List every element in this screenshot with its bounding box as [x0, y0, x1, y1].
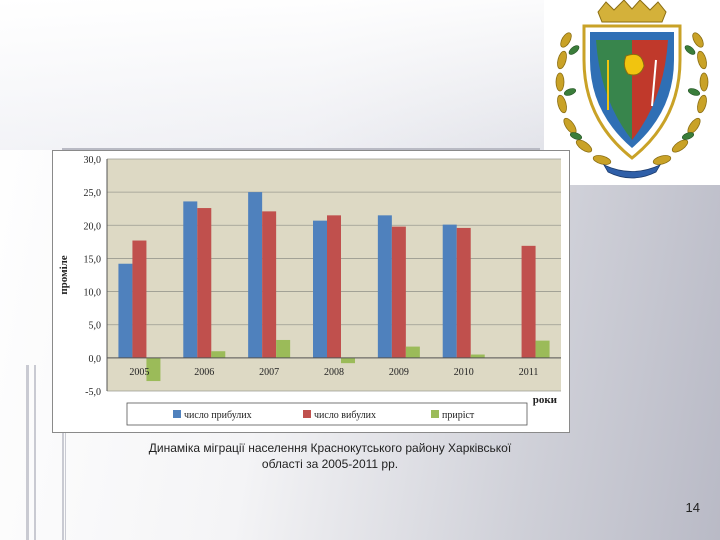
- bar-число-прибулих-2010: [442, 224, 457, 358]
- legend-label: приріст: [442, 410, 475, 421]
- migration-bar-chart: 30,0 25,0 20,0 15,0 10,0 5,0 0,0 -5,0 2005 2006 20…: [58, 155, 561, 426]
- y-tick-label: 25,0: [84, 188, 102, 199]
- bar-число-прибулих-2009: [377, 215, 392, 358]
- bar-приріст-2007: [276, 339, 291, 358]
- legend-swatch: [303, 410, 311, 418]
- caption-line-1: Динаміка міграції населення Краснокутськ…: [148, 441, 512, 455]
- bar-приріст-2010: [470, 354, 485, 358]
- legend-label: число прибулих: [184, 410, 252, 421]
- bar-число-вибулих-2010: [456, 227, 471, 358]
- y-tick-label: 20,0: [84, 221, 102, 232]
- bar-число-вибулих-2007: [262, 211, 277, 358]
- y-tick-label: 5,0: [89, 321, 102, 332]
- bar-число-прибулих-2005: [118, 263, 133, 358]
- x-tick-label: 2009: [389, 367, 409, 378]
- decorative-stripe: [34, 365, 36, 540]
- bar-число-вибулих-2011: [521, 245, 536, 358]
- bar-приріст-2011: [535, 340, 550, 358]
- bar-число-прибулих-2006: [183, 201, 198, 358]
- x-tick-label: 2005: [129, 367, 149, 378]
- decorative-line: [62, 148, 540, 150]
- bar-приріст-2008: [341, 357, 355, 364]
- bar-число-вибулих-2009: [391, 226, 406, 358]
- bar-число-вибулих-2008: [327, 215, 341, 358]
- bar-число-прибулих-2008: [313, 220, 327, 358]
- chart-caption: Динаміка міграції населення Краснокутськ…: [100, 440, 560, 472]
- y-tick-label: 10,0: [84, 288, 102, 299]
- x-tick-label: 2008: [324, 367, 344, 378]
- chart-frame: 30,0 25,0 20,0 15,0 10,0 5,0 0,0 -5,0 2005 2006 20…: [52, 150, 570, 433]
- bar-число-вибулих-2006: [197, 208, 212, 358]
- y-tick-label: 15,0: [84, 254, 102, 265]
- x-tick-label: 2007: [259, 367, 279, 378]
- page-number: 14: [685, 500, 700, 515]
- caption-line-2: області за 2005-2011 рр.: [261, 457, 399, 471]
- bar-число-прибулих-2007: [248, 192, 263, 358]
- legend-swatch: [431, 410, 439, 418]
- bar-приріст-2009: [405, 346, 420, 358]
- x-axis-title: роки: [533, 394, 558, 406]
- y-tick-label: -5,0: [85, 387, 101, 398]
- y-axis-title: проміле: [58, 255, 70, 294]
- y-tick-label: 0,0: [89, 354, 102, 365]
- x-tick-label: 2006: [194, 367, 214, 378]
- x-tick-label: 2010: [454, 367, 474, 378]
- chart-legend: [126, 402, 528, 426]
- bar-число-вибулих-2005: [132, 240, 147, 358]
- bar-приріст-2005: [146, 357, 161, 382]
- coat-of-arms-icon: [544, 0, 720, 185]
- legend-label: число вибулих: [314, 410, 376, 421]
- x-tick-label: 2011: [519, 367, 539, 378]
- y-tick-label: 30,0: [84, 155, 102, 166]
- legend-swatch: [173, 410, 181, 418]
- decorative-stripe: [26, 365, 29, 540]
- coat-of-arms-graphic: [555, 0, 709, 179]
- bar-приріст-2006: [211, 351, 226, 358]
